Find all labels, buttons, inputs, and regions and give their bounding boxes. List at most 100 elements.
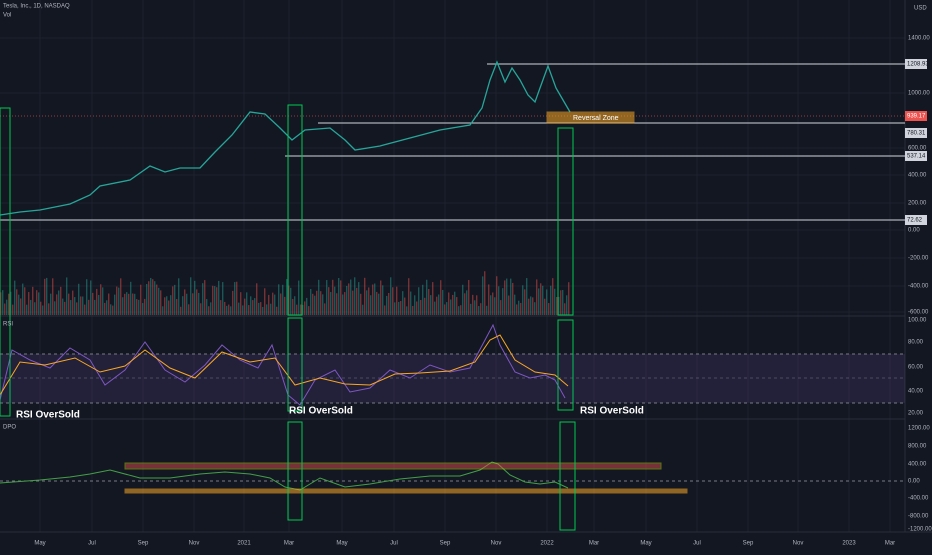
volume-bar bbox=[552, 278, 554, 315]
volume-bar bbox=[332, 279, 334, 315]
axes: 1400.00 1000.00 600.00 400.00 200.00 0.00 -200… bbox=[34, 36, 932, 547]
price-level: 780.31 bbox=[907, 131, 926, 137]
reversal-zone bbox=[546, 111, 635, 124]
volume-bar bbox=[458, 306, 460, 315]
volume-bar bbox=[78, 283, 80, 315]
volume-bar bbox=[374, 283, 376, 315]
currency: USD bbox=[914, 6, 927, 12]
volume-bar bbox=[382, 285, 384, 315]
volume-bar bbox=[158, 287, 160, 315]
volume-bar bbox=[150, 277, 152, 315]
volume-bar bbox=[326, 280, 328, 315]
volume-bar bbox=[114, 294, 116, 315]
volume-bar bbox=[532, 297, 534, 315]
dpo-label: DPO bbox=[3, 425, 16, 431]
dpo-support bbox=[124, 488, 688, 494]
volume-bar bbox=[516, 304, 518, 315]
volume-bar bbox=[514, 294, 516, 315]
volume-bar bbox=[554, 288, 556, 315]
volume-bar bbox=[62, 298, 64, 315]
volume-bar bbox=[226, 305, 228, 315]
volume-bar bbox=[136, 299, 138, 315]
volume-bar bbox=[42, 305, 44, 315]
volume-bar bbox=[24, 287, 26, 315]
volume-bar bbox=[376, 291, 378, 315]
volume-bar bbox=[58, 290, 60, 315]
volume-bar bbox=[408, 278, 410, 315]
volume-bar bbox=[194, 280, 196, 315]
volume-bar bbox=[318, 279, 320, 315]
price-level-box bbox=[905, 215, 927, 225]
volume-bar bbox=[210, 302, 212, 315]
volume-bar bbox=[566, 295, 568, 315]
time-tick: Nov bbox=[491, 541, 502, 547]
volume-bar bbox=[30, 299, 32, 315]
price-tick: -200.00 bbox=[908, 256, 929, 262]
volume-bar bbox=[556, 296, 558, 315]
dpo-tick: -1200.00 bbox=[908, 527, 932, 533]
volume-bar bbox=[228, 304, 230, 315]
volume-bar bbox=[340, 280, 342, 315]
volume-label: Vol bbox=[3, 13, 11, 19]
volume-bar bbox=[526, 278, 528, 315]
volume-bar bbox=[314, 295, 316, 315]
volume-bar bbox=[292, 298, 294, 315]
box bbox=[557, 127, 574, 316]
volume-bar bbox=[12, 304, 14, 315]
volume-bar bbox=[354, 277, 356, 315]
volume-bar bbox=[284, 296, 286, 315]
volume-bar bbox=[180, 306, 182, 315]
volume-bar bbox=[96, 288, 98, 315]
volume-bar bbox=[4, 303, 6, 315]
volume-bar bbox=[568, 282, 570, 315]
volume-bar bbox=[540, 283, 542, 315]
volume-bar bbox=[286, 279, 288, 315]
time-tick: 2023 bbox=[842, 541, 856, 547]
volume-bar bbox=[334, 286, 336, 315]
volume-bar bbox=[342, 294, 344, 315]
volume-bar bbox=[418, 287, 420, 315]
volume-bar bbox=[402, 291, 404, 315]
volume-bar bbox=[204, 280, 206, 315]
volume-bar bbox=[214, 286, 216, 315]
volume-bar bbox=[502, 288, 504, 315]
volume-bar bbox=[264, 288, 266, 315]
volume-bar bbox=[528, 298, 530, 315]
volume-bar bbox=[262, 306, 264, 315]
volume-bar bbox=[482, 276, 484, 315]
volume-bar bbox=[16, 289, 18, 315]
volume-bar bbox=[240, 292, 242, 315]
volume-bar bbox=[168, 300, 170, 315]
volume-bar bbox=[68, 293, 70, 315]
volume-bar bbox=[282, 284, 284, 315]
symbol: Tesla, Inc., 1D, NASDAQ bbox=[3, 4, 70, 10]
volume-bar bbox=[420, 300, 422, 315]
price-tick: 400.00 bbox=[908, 173, 927, 179]
volume-bar bbox=[84, 304, 86, 315]
volume-bar bbox=[236, 281, 238, 315]
volume-bar bbox=[356, 287, 358, 315]
volume-bar bbox=[46, 277, 48, 315]
volume-bar bbox=[494, 297, 496, 315]
volume-bar bbox=[216, 287, 218, 315]
price-tick: 200.00 bbox=[908, 201, 927, 207]
volume-bar bbox=[480, 303, 482, 315]
volume-bar bbox=[454, 291, 456, 315]
time-tick: Jul bbox=[693, 541, 701, 547]
volume-bar bbox=[510, 278, 512, 315]
time-tick: May bbox=[640, 541, 651, 547]
volume-bar bbox=[500, 300, 502, 315]
volume-bar bbox=[448, 292, 450, 315]
box bbox=[0, 107, 11, 417]
time-tick: May bbox=[34, 541, 45, 547]
volume-bar bbox=[64, 301, 66, 315]
volume-bar bbox=[182, 296, 184, 315]
volume-bar bbox=[490, 295, 492, 315]
volume-bar bbox=[446, 302, 448, 315]
time-tick: Jul bbox=[390, 541, 398, 547]
grid bbox=[0, 0, 905, 532]
volume-bar bbox=[244, 298, 246, 315]
volume-bar bbox=[98, 294, 100, 315]
volume-bar bbox=[324, 303, 326, 315]
